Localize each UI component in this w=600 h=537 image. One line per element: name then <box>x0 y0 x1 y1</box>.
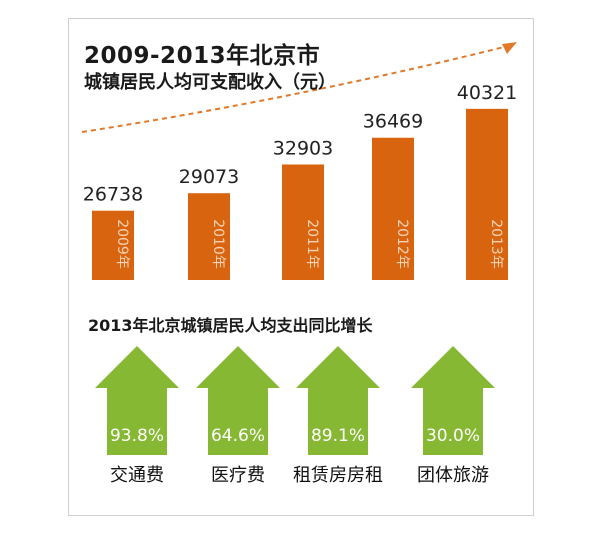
growth-value-label: 64.6% <box>211 426 265 446</box>
growth-arrow <box>411 346 495 455</box>
income-bar <box>188 193 230 280</box>
trend-arrow-line <box>81 45 509 133</box>
growth-arrow <box>95 346 179 455</box>
year-label: 2011年 <box>304 219 320 269</box>
trend-arrow-head <box>502 42 517 54</box>
income-bars: 26738 2009年 29073 2010年 32903 2011年 36469 2012年… <box>83 82 517 280</box>
expense-category-label: 租赁房房租 <box>293 465 383 486</box>
growth-arrow <box>196 346 280 455</box>
expense-category-label: 交通费 <box>110 465 164 486</box>
income-bar <box>372 137 414 280</box>
expense-category-label: 团体旅游 <box>417 465 489 486</box>
income-value-label: 26738 <box>83 184 143 206</box>
section2-title: 2013年北京城镇居民人均支出同比增长 <box>88 316 373 335</box>
year-label: 2009年 <box>114 219 130 269</box>
income-value-label: 36469 <box>363 111 423 133</box>
chart-title-line2: 城镇居民人均可支配收入（元） <box>84 72 336 93</box>
income-bar <box>92 210 134 280</box>
year-label: 2013年 <box>488 219 504 269</box>
year-label: 2010年 <box>210 219 226 269</box>
trend-arrow-layer <box>81 42 517 133</box>
growth-arrow <box>296 346 380 455</box>
income-bar <box>282 164 324 280</box>
year-label: 2012年 <box>394 219 410 269</box>
income-value-label: 40321 <box>457 82 517 104</box>
chart-title-line1: 2009-2013年北京市 <box>84 43 321 69</box>
income-value-label: 32903 <box>273 137 333 159</box>
growth-value-label: 93.8% <box>110 426 164 446</box>
income-bar <box>466 108 508 280</box>
growth-arrows: 93.8% 交通费 64.6% 医疗费 89.1% 租赁房房租 30.0% 团体旅游 <box>95 346 495 486</box>
growth-value-label: 89.1% <box>311 426 365 446</box>
expense-category-label: 医疗费 <box>211 465 265 486</box>
growth-value-label: 30.0% <box>426 426 480 446</box>
income-value-label: 29073 <box>179 166 239 188</box>
